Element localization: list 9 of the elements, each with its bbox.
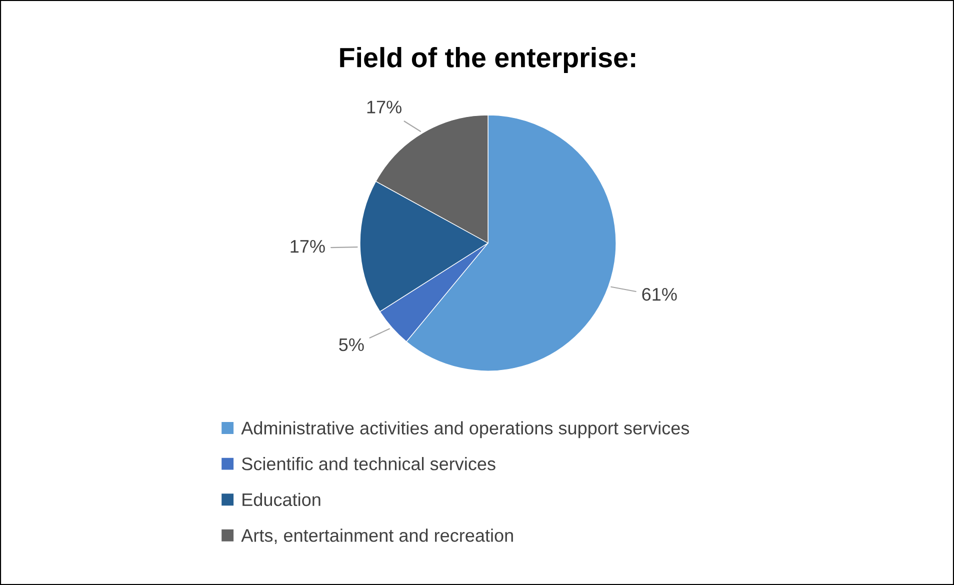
- legend-label: Administrative activities and operations support services: [241, 421, 690, 438]
- legend-label: Scientific and technical services: [242, 457, 496, 470]
- data-label: 5%: [339, 338, 364, 352]
- data-label: 61%: [642, 288, 677, 301]
- chart-title: Field of the enterprise:: [340, 47, 636, 73]
- legend-label: Arts, entertainment and recreation: [241, 528, 513, 544]
- legend-label: Education: [242, 492, 320, 506]
- data-label: 17%: [367, 100, 402, 114]
- data-label: 17%: [290, 240, 325, 253]
